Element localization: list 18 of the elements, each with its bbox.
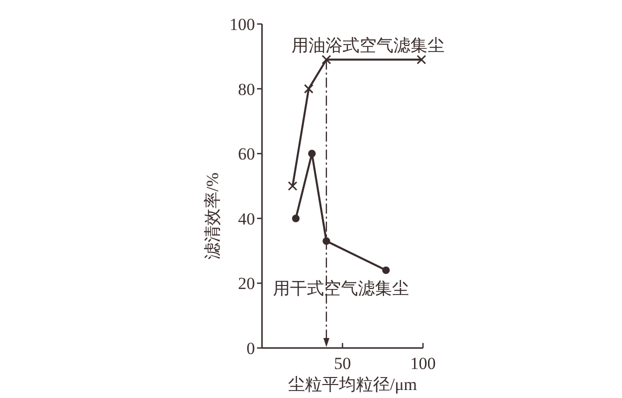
y-tick-label: 80	[238, 80, 255, 99]
y-tick-label: 40	[238, 209, 255, 228]
point	[304, 84, 314, 94]
point	[322, 54, 332, 64]
point	[416, 54, 426, 64]
y-tick-label: 60	[238, 144, 255, 164]
series-label: 用油浴式空气滤集尘	[292, 36, 444, 55]
y-tick-label: 0	[246, 339, 255, 358]
y-tick-label: 20	[238, 274, 255, 294]
point	[382, 266, 390, 274]
y-tick-label: 100	[230, 15, 255, 34]
point	[288, 181, 298, 191]
point	[322, 237, 330, 245]
point	[292, 214, 300, 222]
point	[308, 150, 316, 158]
x-tick-label: 50	[334, 354, 351, 373]
x-axis-title: 尘粒平均粒径/μm	[288, 375, 418, 394]
y-axis-title: 滤清效率/%	[203, 172, 222, 260]
